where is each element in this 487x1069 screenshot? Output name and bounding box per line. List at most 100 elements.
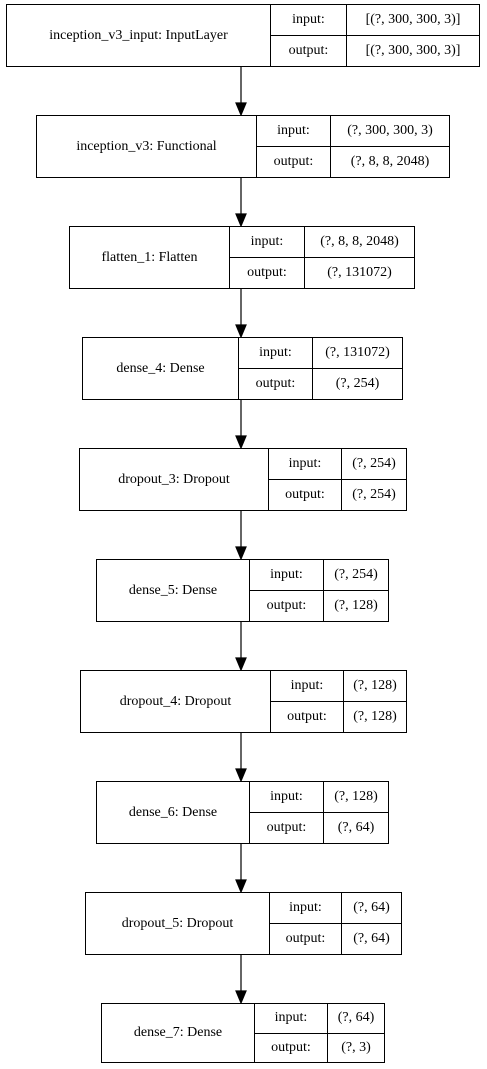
layer-name: inception_v3_input: InputLayer	[7, 5, 271, 66]
input-row: input: (?, 128)	[271, 671, 406, 701]
arrow-head	[235, 435, 247, 450]
arrow-head	[235, 879, 247, 894]
input-label: input:	[269, 449, 342, 479]
layer-node: dense_6: Dense input: (?, 128) output: (…	[96, 781, 389, 844]
output-label: output:	[257, 147, 331, 177]
input-shape: (?, 8, 8, 2048)	[320, 234, 399, 249]
output-shape: (?, 128)	[353, 709, 397, 724]
input-shape: (?, 128)	[334, 789, 378, 804]
layer-ports: input: (?, 131072) output: (?, 254)	[239, 338, 402, 399]
input-row: input: (?, 64)	[255, 1004, 384, 1033]
output-label: output:	[239, 369, 313, 399]
output-label: output:	[255, 1033, 328, 1062]
layer-name: dense_5: Dense	[97, 560, 250, 621]
input-row: input: (?, 254)	[269, 449, 406, 479]
output-label: output:	[250, 813, 324, 843]
input-row: input: (?, 254)	[250, 560, 388, 590]
output-label: output:	[271, 702, 344, 732]
layer-ports: input: (?, 128) output: (?, 64)	[250, 782, 388, 843]
layer-name: dense_7: Dense	[102, 1004, 255, 1062]
layer-node: dense_7: Dense input: (?, 64) output: (?…	[101, 1003, 385, 1063]
output-row: output: [(?, 300, 300, 3)]	[271, 35, 479, 66]
output-label: output:	[230, 258, 305, 288]
output-row: output: (?, 3)	[255, 1032, 384, 1062]
input-row: input: [(?, 300, 300, 3)]	[271, 5, 479, 35]
input-label: input:	[271, 5, 347, 35]
input-row: input: (?, 8, 8, 2048)	[230, 227, 414, 257]
output-shape: (?, 8, 8, 2048)	[350, 154, 430, 169]
output-row: output: (?, 131072)	[230, 257, 414, 288]
layer-name: dense_6: Dense	[97, 782, 250, 843]
input-shape: (?, 300, 300, 3)	[347, 123, 433, 138]
output-label: output:	[270, 924, 342, 954]
output-label: output:	[269, 480, 342, 510]
output-shape: (?, 128)	[334, 598, 378, 613]
output-row: output: (?, 64)	[270, 923, 401, 954]
input-label: input:	[270, 893, 342, 923]
layer-node: inception_v3_input: InputLayer input: [(…	[6, 4, 480, 67]
arrow-head	[235, 213, 247, 228]
input-row: input: (?, 300, 300, 3)	[257, 116, 449, 146]
output-shape: (?, 3)	[341, 1039, 371, 1055]
input-label: input:	[250, 782, 324, 812]
arrow-head	[235, 657, 247, 672]
arrow-head	[235, 102, 247, 117]
layer-node: dropout_5: Dropout input: (?, 64) output…	[85, 892, 402, 955]
output-row: output: (?, 128)	[250, 590, 388, 621]
output-shape: (?, 254)	[352, 487, 396, 502]
output-label: output:	[271, 36, 347, 66]
output-row: output: (?, 8, 8, 2048)	[257, 146, 449, 177]
arrow-head	[235, 990, 247, 1005]
input-label: input:	[239, 338, 313, 368]
layer-ports: input: (?, 254) output: (?, 254)	[269, 449, 406, 510]
input-label: input:	[255, 1004, 328, 1033]
input-shape: (?, 254)	[352, 456, 396, 471]
arrow-head	[235, 768, 247, 783]
layer-name: dropout_3: Dropout	[80, 449, 269, 510]
output-shape: (?, 131072)	[327, 265, 392, 280]
output-shape: [(?, 300, 300, 3)]	[365, 43, 461, 58]
layer-ports: input: [(?, 300, 300, 3)] output: [(?, 3…	[271, 5, 479, 66]
arrow-head	[235, 546, 247, 561]
layer-name: inception_v3: Functional	[37, 116, 257, 177]
output-shape: (?, 64)	[337, 820, 375, 835]
layer-ports: input: (?, 64) output: (?, 3)	[255, 1004, 384, 1062]
input-label: input:	[230, 227, 305, 257]
arrow-head	[235, 324, 247, 339]
layer-node: dense_4: Dense input: (?, 131072) output…	[82, 337, 403, 400]
input-shape: [(?, 300, 300, 3)]	[365, 12, 461, 27]
output-shape: (?, 64)	[353, 931, 390, 946]
output-row: output: (?, 254)	[269, 479, 406, 510]
output-shape: (?, 254)	[335, 376, 380, 391]
input-shape: (?, 128)	[353, 678, 397, 693]
layer-name: dropout_5: Dropout	[86, 893, 270, 954]
layer-ports: input: (?, 300, 300, 3) output: (?, 8, 8…	[257, 116, 449, 177]
layer-node: flatten_1: Flatten input: (?, 8, 8, 2048…	[69, 226, 415, 289]
layer-name: dropout_4: Dropout	[81, 671, 271, 732]
input-shape: (?, 64)	[337, 1010, 375, 1026]
input-shape: (?, 64)	[353, 900, 390, 915]
input-shape: (?, 254)	[334, 567, 378, 582]
input-row: input: (?, 128)	[250, 782, 388, 812]
input-row: input: (?, 64)	[270, 893, 401, 923]
input-row: input: (?, 131072)	[239, 338, 402, 368]
layer-node: dropout_4: Dropout input: (?, 128) outpu…	[80, 670, 407, 733]
output-label: output:	[250, 591, 324, 621]
layer-ports: input: (?, 8, 8, 2048) output: (?, 13107…	[230, 227, 414, 288]
layer-ports: input: (?, 254) output: (?, 128)	[250, 560, 388, 621]
input-shape: (?, 131072)	[325, 345, 390, 360]
input-label: input:	[257, 116, 331, 146]
layer-ports: input: (?, 64) output: (?, 64)	[270, 893, 401, 954]
layer-node: inception_v3: Functional input: (?, 300,…	[36, 115, 450, 178]
layer-node: dropout_3: Dropout input: (?, 254) outpu…	[79, 448, 407, 511]
output-row: output: (?, 254)	[239, 368, 402, 399]
input-label: input:	[271, 671, 344, 701]
layer-node: dense_5: Dense input: (?, 254) output: (…	[96, 559, 389, 622]
output-row: output: (?, 128)	[271, 701, 406, 732]
layer-name: dense_4: Dense	[83, 338, 239, 399]
layer-name: flatten_1: Flatten	[70, 227, 230, 288]
input-label: input:	[250, 560, 324, 590]
layer-ports: input: (?, 128) output: (?, 128)	[271, 671, 406, 732]
output-row: output: (?, 64)	[250, 812, 388, 843]
